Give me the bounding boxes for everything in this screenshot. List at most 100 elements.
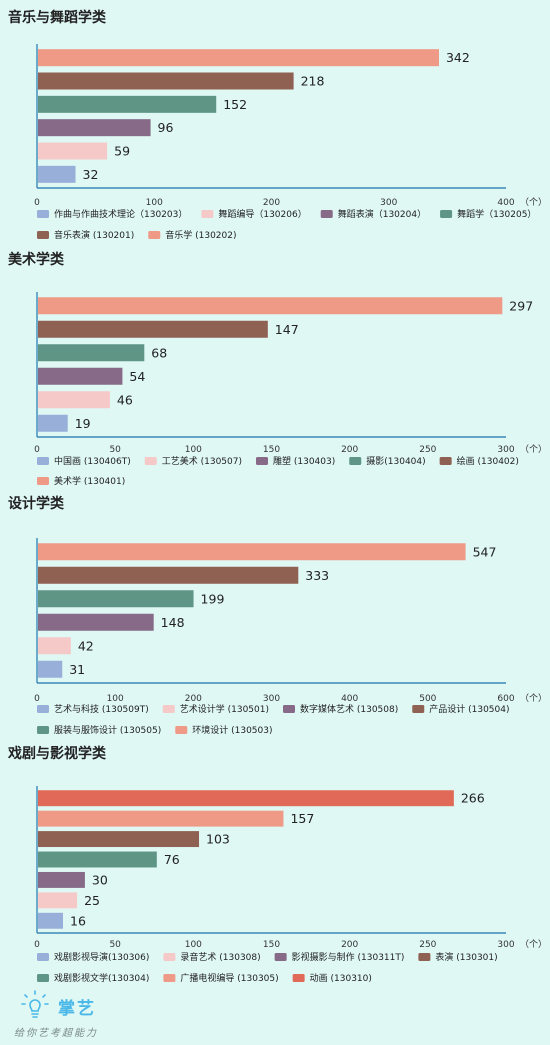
data-label: 46 bbox=[117, 392, 133, 407]
brand-logo: 掌艺 给你艺考超能力 bbox=[14, 990, 134, 1040]
legend-swatch bbox=[148, 231, 161, 239]
data-label: 152 bbox=[223, 97, 247, 112]
legend-label: 服装与服饰设计 (130505) bbox=[54, 724, 161, 736]
tick-label: 150 bbox=[263, 940, 280, 950]
chart-title: 美术学类 bbox=[8, 251, 65, 268]
bar bbox=[38, 142, 108, 160]
data-label: 68 bbox=[151, 345, 167, 360]
chart-3: 设计学类 547 333 199 148 42 31 0 100 200 300 400 500 600 （… bbox=[8, 495, 547, 736]
legend-label: 工艺美术 (130507) bbox=[162, 455, 242, 467]
bar bbox=[38, 95, 217, 113]
tick-label: 300 bbox=[497, 445, 514, 455]
chart-2: 美术学类 297 147 68 54 46 19 0 50 100 150 200 250 300 （个） 中… bbox=[8, 251, 547, 487]
tick-label: 0 bbox=[34, 445, 40, 455]
tick-label: 250 bbox=[419, 445, 436, 455]
legend-label: 表演 (130301) bbox=[435, 951, 497, 963]
data-label: 199 bbox=[201, 591, 225, 606]
data-label: 342 bbox=[446, 50, 470, 65]
legend-swatch bbox=[144, 457, 157, 465]
bar bbox=[38, 790, 454, 807]
legend-swatch bbox=[320, 210, 333, 218]
bar bbox=[38, 590, 194, 608]
bar bbox=[38, 49, 439, 67]
legend-label: 动画 (130310) bbox=[310, 973, 372, 984]
tick-label: 100 bbox=[146, 198, 163, 208]
legend-label: 舞蹈编导（130206） bbox=[218, 208, 306, 220]
bar bbox=[38, 871, 85, 888]
legend-label: 舞蹈学（130205） bbox=[457, 208, 536, 220]
data-label: 54 bbox=[129, 369, 145, 384]
chart-title: 设计学类 bbox=[8, 495, 65, 512]
data-label: 32 bbox=[83, 167, 99, 182]
bar bbox=[38, 344, 145, 362]
unit-label: （个） bbox=[520, 444, 547, 455]
bar bbox=[38, 391, 110, 409]
legend-swatch bbox=[37, 210, 49, 218]
data-label: 25 bbox=[84, 893, 100, 908]
chart-title: 戏剧与影视学类 bbox=[7, 745, 107, 762]
tick-label: 0 bbox=[34, 198, 40, 208]
tick-label: 100 bbox=[185, 940, 202, 950]
legend-swatch bbox=[349, 457, 362, 465]
legend-label: 绘画 (130402) bbox=[457, 455, 519, 467]
legend-swatch bbox=[292, 974, 305, 982]
data-label: 30 bbox=[92, 872, 108, 887]
lightbulb-icon bbox=[21, 990, 49, 1018]
tick-label: 100 bbox=[107, 694, 124, 704]
legend-label: 环境设计 (130503) bbox=[192, 724, 272, 736]
legend-swatch bbox=[440, 210, 453, 218]
data-label: 147 bbox=[275, 322, 299, 337]
bar bbox=[38, 320, 268, 338]
legend-label: 录音艺术 (130308) bbox=[180, 951, 260, 963]
unit-label: （个） bbox=[520, 939, 547, 950]
tick-label: 0 bbox=[34, 694, 40, 704]
tick-label: 200 bbox=[341, 940, 358, 950]
data-label: 16 bbox=[70, 913, 86, 928]
legend-swatch bbox=[418, 953, 431, 961]
tick-label: 300 bbox=[380, 198, 397, 208]
bar bbox=[38, 660, 63, 678]
data-label: 297 bbox=[509, 298, 533, 313]
brand-slogan: 给你艺考超能力 bbox=[14, 1028, 98, 1039]
legend-label: 影视摄影与制作 (130311T) bbox=[292, 951, 405, 963]
data-label: 157 bbox=[290, 811, 314, 826]
legend-label: 产品设计 (130504) bbox=[429, 703, 509, 715]
tick-label: 150 bbox=[263, 445, 280, 455]
bar bbox=[38, 72, 294, 90]
legend-swatch bbox=[37, 477, 49, 485]
bar bbox=[38, 165, 76, 183]
data-label: 31 bbox=[69, 662, 85, 677]
bar bbox=[38, 414, 68, 432]
data-label: 103 bbox=[206, 832, 230, 847]
legend-swatch bbox=[37, 953, 49, 961]
bar bbox=[38, 892, 78, 909]
data-label: 333 bbox=[305, 568, 329, 583]
data-label: 148 bbox=[161, 615, 185, 630]
unit-label: （个） bbox=[520, 693, 547, 704]
chart-title: 音乐与舞蹈学类 bbox=[8, 9, 107, 26]
bar bbox=[38, 297, 503, 315]
legend-swatch bbox=[37, 457, 49, 465]
legend-label: 戏剧影视导演(130306) bbox=[54, 951, 149, 963]
tick-label: 300 bbox=[263, 694, 280, 704]
tick-label: 400 bbox=[341, 694, 358, 704]
tick-label: 500 bbox=[419, 694, 436, 704]
data-label: 76 bbox=[164, 852, 180, 867]
legend-swatch bbox=[256, 457, 268, 465]
legend-swatch bbox=[37, 705, 49, 713]
data-label: 42 bbox=[78, 638, 94, 653]
legend-label: 戏剧影视文学(130304) bbox=[54, 972, 149, 984]
unit-label: （个） bbox=[520, 197, 547, 208]
tick-label: 200 bbox=[185, 694, 202, 704]
tick-label: 300 bbox=[497, 940, 514, 950]
legend-label: 数字媒体艺术 (130508) bbox=[300, 703, 398, 715]
tick-label: 50 bbox=[109, 445, 121, 455]
tick-label: 400 bbox=[497, 198, 514, 208]
legend-swatch bbox=[37, 231, 49, 239]
bar bbox=[38, 851, 157, 868]
legend-swatch bbox=[162, 705, 175, 713]
legend-label: 广播电视编导 (130305) bbox=[180, 972, 278, 984]
legend-swatch bbox=[274, 953, 287, 961]
